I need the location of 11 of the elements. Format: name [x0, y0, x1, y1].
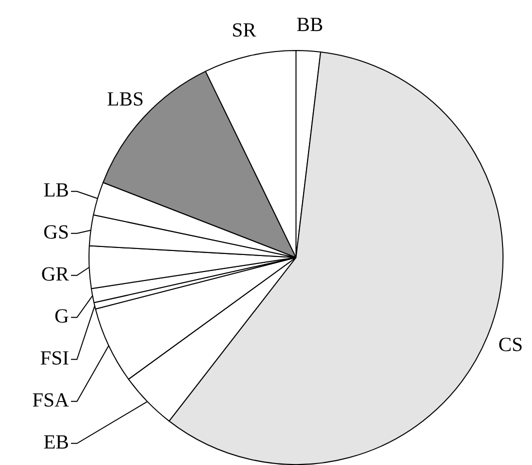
slice-label: GS	[43, 222, 69, 244]
slice-label: EB	[43, 432, 69, 454]
slice-label: LB	[43, 180, 69, 202]
slice-label: GR	[41, 264, 70, 286]
slice-label: LBS	[107, 88, 144, 111]
slice-label: FSI	[40, 348, 69, 370]
slice-label: CS	[498, 334, 523, 356]
slice-label: SR	[232, 20, 257, 42]
slice-label: G	[54, 306, 69, 328]
slice-label: BB	[296, 14, 324, 36]
slice-label: FSA	[32, 390, 70, 412]
